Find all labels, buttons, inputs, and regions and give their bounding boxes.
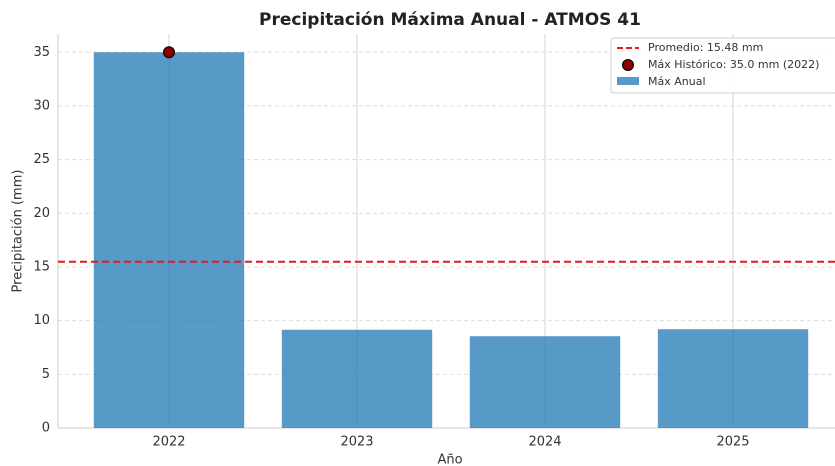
x-axis-label: Año xyxy=(437,453,462,466)
legend-label: Máx Histórico: 35.0 mm (2022) xyxy=(648,58,819,71)
x-tick-label: 2023 xyxy=(340,435,373,450)
legend-label: Promedio: 15.48 mm xyxy=(648,41,763,54)
legend-swatch xyxy=(617,77,639,85)
y-tick-label: 5 xyxy=(42,367,50,382)
y-tick-label: 0 xyxy=(42,421,50,436)
y-axis-label: Precipitación (mm) xyxy=(11,170,26,293)
y-tick-label: 10 xyxy=(33,313,50,328)
bar xyxy=(657,329,809,428)
y-tick-label: 35 xyxy=(33,45,50,60)
bar xyxy=(281,329,433,428)
chart-title: Precipitación Máxima Anual - ATMOS 41 xyxy=(259,10,641,30)
bar xyxy=(469,336,621,428)
legend-label: Máx Anual xyxy=(648,75,706,88)
y-tick-label: 25 xyxy=(33,152,50,167)
legend-swatch xyxy=(622,59,634,71)
bar xyxy=(93,52,245,429)
x-tick-label: 2022 xyxy=(152,435,185,450)
legend-box xyxy=(610,37,835,94)
y-tick-label: 20 xyxy=(33,206,50,221)
y-tick-label: 30 xyxy=(33,98,50,113)
x-tick-label: 2024 xyxy=(528,435,561,450)
y-tick-label: 15 xyxy=(33,259,50,274)
highlight-point xyxy=(163,46,175,59)
x-tick-label: 2025 xyxy=(716,435,749,450)
